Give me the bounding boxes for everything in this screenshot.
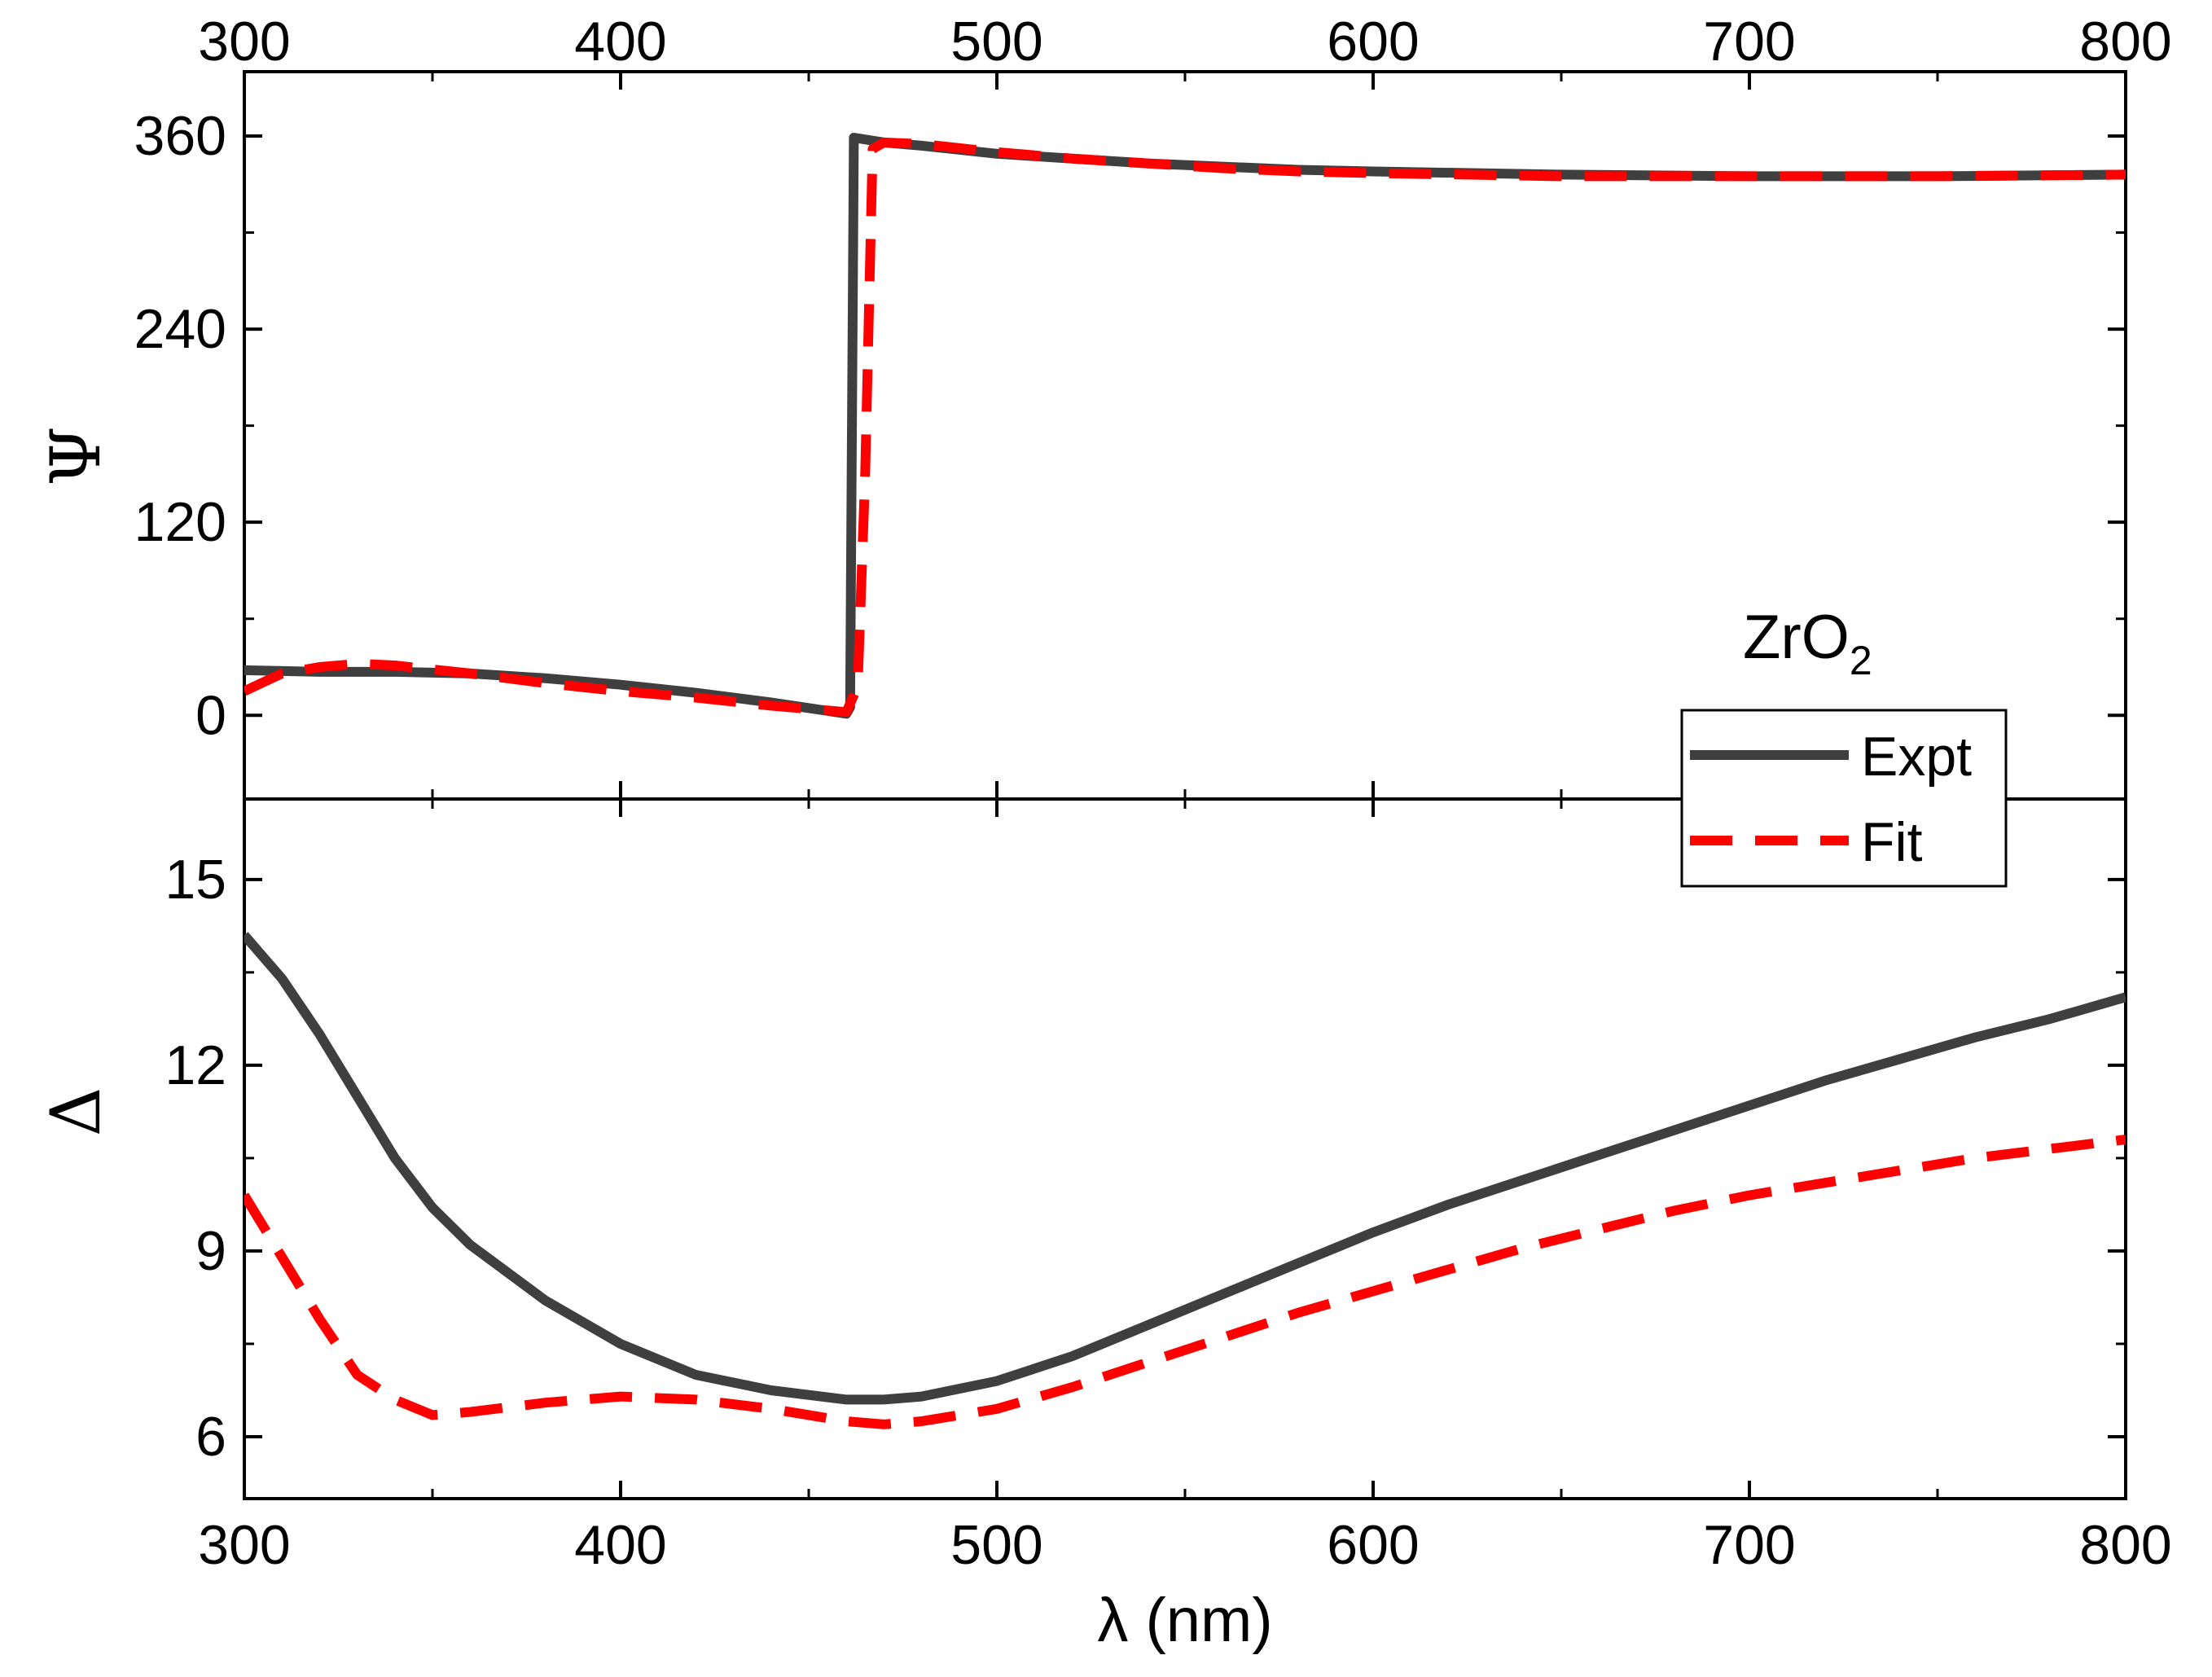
top-xtick-label: 400 [574, 11, 666, 72]
top-series-group [244, 133, 2126, 719]
top-xtick-label: 800 [2079, 11, 2171, 72]
bottom-series-group [244, 932, 2126, 1429]
bottom-ytick-label: 15 [165, 849, 226, 911]
bottom-xtick-label: 600 [1327, 1514, 1419, 1576]
material-annotation: ZrO2 [1743, 603, 1872, 683]
bottom-xtick-label: 400 [574, 1514, 666, 1576]
top-ytick-label: 120 [134, 491, 226, 553]
bottom-ytick-label: 6 [195, 1406, 226, 1468]
legend-box [1680, 709, 2008, 888]
top-ytick-label: 240 [134, 298, 226, 360]
annotation-subscript: 2 [1850, 638, 1872, 683]
tick-labels: 0 120 240 360 300 400 500 600 700 800 6 9 12 15 300 400… [134, 11, 2172, 1576]
axis-ticks [243, 72, 2127, 1499]
x-axis-label: λ (nm) [1097, 1586, 1272, 1655]
legend: Expt Fit [1680, 709, 2008, 888]
legend-label-fit: Fit [1861, 811, 1923, 873]
bottom-xtick-label: 500 [950, 1514, 1042, 1576]
bottom-series-fit-line [244, 1135, 2126, 1429]
bottom-ytick-label: 12 [165, 1034, 226, 1096]
bottom-xtick-label: 800 [2079, 1514, 2171, 1576]
bottom-xtick-label: 300 [198, 1514, 290, 1576]
bottom-ylabel: Δ [36, 1087, 116, 1137]
series-layer [244, 133, 2126, 1429]
top-xtick-label: 600 [1327, 11, 1419, 72]
bottom-xtick-label: 700 [1703, 1514, 1795, 1576]
bottom-series-expt-line [244, 932, 2126, 1405]
top-series-fit-line [244, 137, 2126, 718]
legend-label-expt: Expt [1861, 726, 1972, 788]
top-ytick-label: 0 [195, 684, 226, 746]
annotation-base: ZrO [1743, 603, 1850, 672]
top-xtick-label: 300 [198, 11, 290, 72]
bottom-ytick-label: 9 [195, 1220, 226, 1282]
top-xtick-label: 500 [950, 11, 1042, 72]
top-xtick-label: 700 [1703, 11, 1795, 72]
top-ytick-label: 360 [134, 105, 226, 167]
top-ylabel: Ψ [36, 426, 116, 486]
